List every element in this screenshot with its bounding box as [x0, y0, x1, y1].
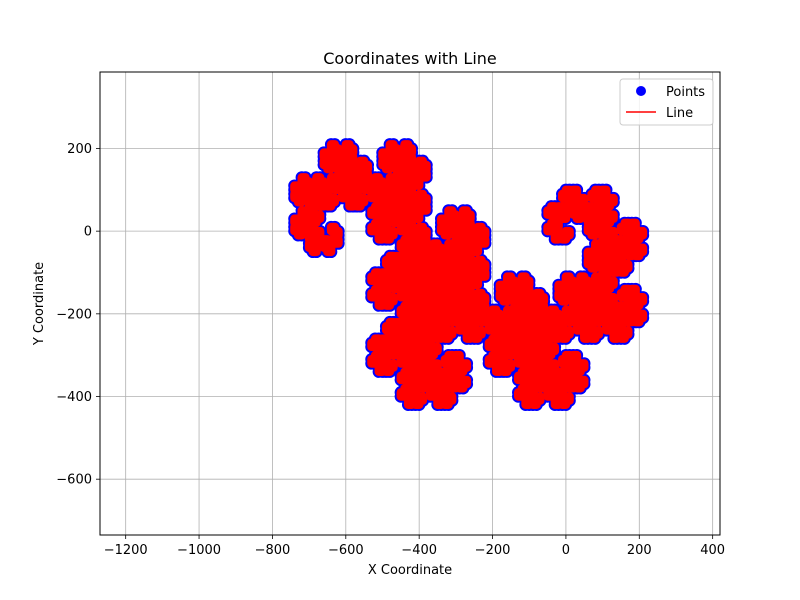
- x-tick-label: −400: [401, 543, 437, 558]
- x-axis-label: X Coordinate: [368, 563, 452, 578]
- x-tick-label: −800: [255, 543, 291, 558]
- y-tick-label: −600: [56, 473, 92, 488]
- y-tick-label: −200: [56, 307, 92, 322]
- legend: Points Line: [619, 78, 714, 126]
- y-axis-label: Y Coordinate: [32, 262, 47, 346]
- x-tick-label: 400: [700, 543, 725, 558]
- y-tick-label: −400: [56, 390, 92, 405]
- x-tick-label: 200: [627, 543, 652, 558]
- x-tick-label: −200: [475, 543, 511, 558]
- y-tick-label: 200: [67, 142, 92, 157]
- legend-line-label: Line: [666, 106, 693, 121]
- plot-data: [288, 138, 650, 411]
- legend-points-label: Points: [666, 85, 705, 100]
- y-tick-label: 0: [84, 225, 92, 240]
- x-tick-label: −1000: [177, 543, 221, 558]
- chart-title: Coordinates with Line: [323, 49, 497, 68]
- x-tick-label: 0: [562, 543, 570, 558]
- legend-points-marker: [636, 86, 646, 96]
- x-tick-label: −600: [328, 543, 364, 558]
- x-tick-label: −1200: [104, 543, 148, 558]
